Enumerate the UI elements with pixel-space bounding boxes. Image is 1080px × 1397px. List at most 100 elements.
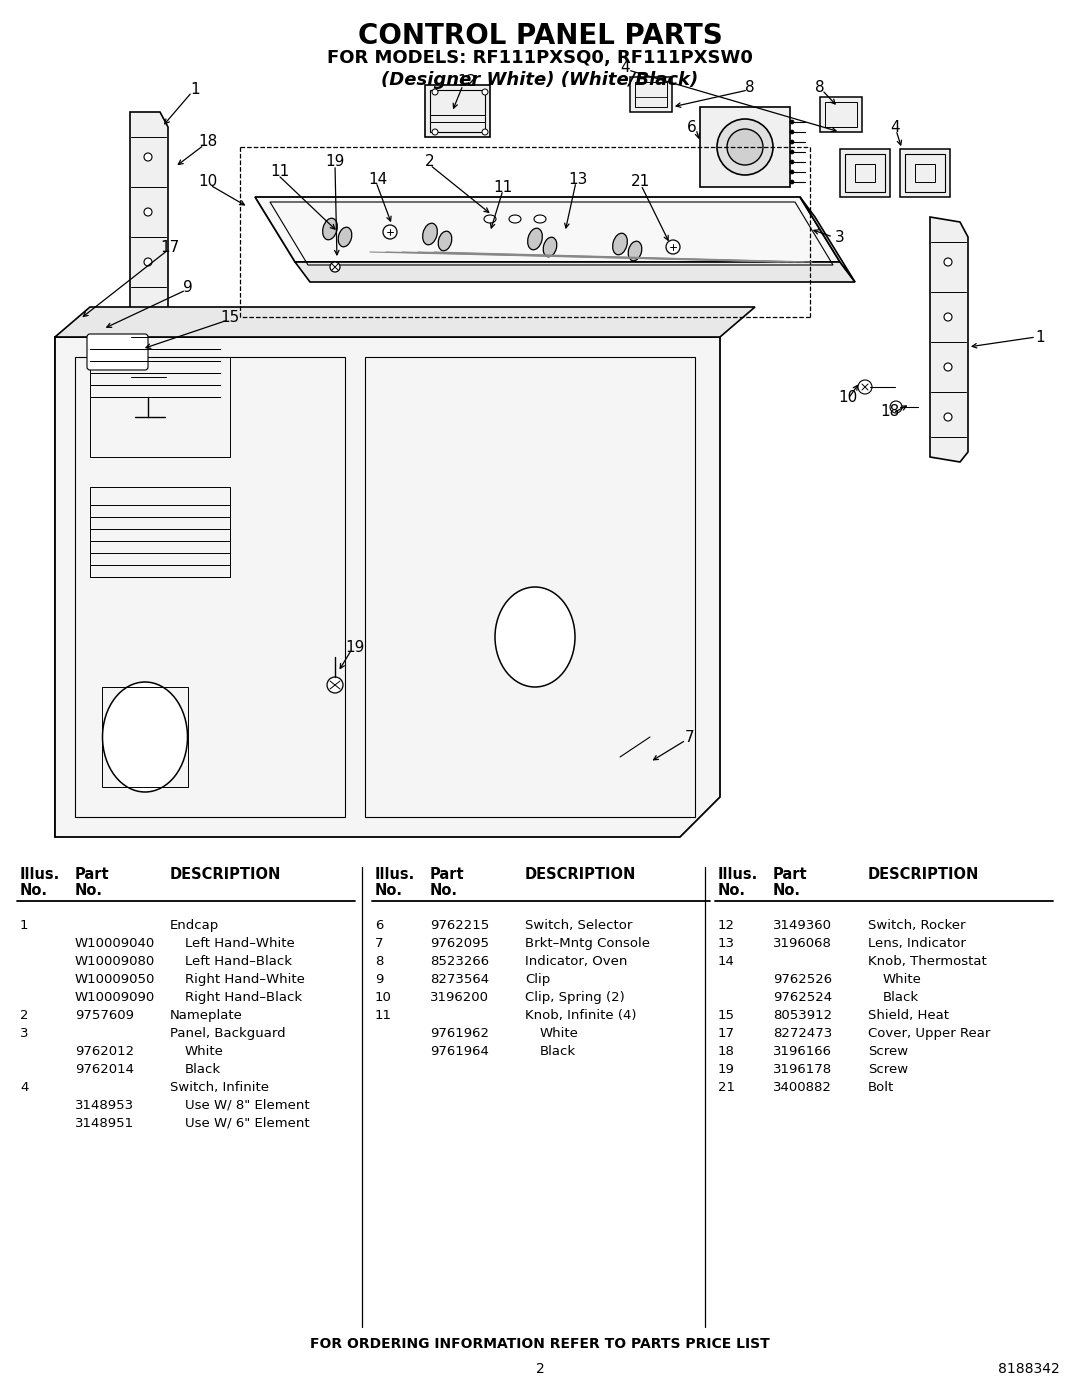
Text: 4: 4: [21, 1081, 28, 1094]
Text: 9757609: 9757609: [75, 1009, 134, 1023]
Text: 21: 21: [632, 175, 650, 190]
Circle shape: [858, 380, 872, 394]
Circle shape: [890, 401, 902, 414]
Text: No.: No.: [21, 883, 48, 898]
Text: W10009040: W10009040: [75, 937, 156, 950]
Text: DESCRIPTION: DESCRIPTION: [170, 868, 282, 882]
Ellipse shape: [629, 242, 642, 261]
Text: No.: No.: [75, 883, 103, 898]
Text: Illus.: Illus.: [718, 868, 758, 882]
Circle shape: [482, 129, 488, 136]
Bar: [426, 85, 490, 137]
Text: Switch, Selector: Switch, Selector: [525, 919, 633, 932]
Text: 8523266: 8523266: [430, 956, 489, 968]
Text: 17: 17: [160, 239, 179, 254]
Polygon shape: [55, 337, 720, 837]
Circle shape: [144, 307, 152, 316]
Ellipse shape: [528, 228, 542, 250]
Text: 10: 10: [375, 990, 392, 1004]
Text: Part: Part: [773, 868, 808, 882]
Text: 9: 9: [184, 279, 193, 295]
Text: 12: 12: [718, 919, 735, 932]
Text: 19: 19: [325, 155, 345, 169]
Text: 8: 8: [375, 956, 383, 968]
Text: Lens, Indicator: Lens, Indicator: [868, 937, 966, 950]
Text: 18: 18: [880, 405, 900, 419]
Bar: [905, 154, 945, 191]
Text: 8: 8: [815, 80, 825, 95]
Text: 8: 8: [745, 80, 755, 95]
Text: 8188342: 8188342: [998, 1362, 1059, 1376]
Text: 7: 7: [375, 937, 383, 950]
Text: 2: 2: [21, 1009, 28, 1023]
Ellipse shape: [484, 215, 496, 224]
Ellipse shape: [422, 224, 437, 244]
Text: 3149360: 3149360: [773, 919, 832, 932]
Text: 6: 6: [375, 919, 383, 932]
Text: 9762524: 9762524: [773, 990, 832, 1004]
Text: Right Hand–White: Right Hand–White: [185, 972, 305, 986]
Ellipse shape: [509, 215, 521, 224]
Bar: [430, 89, 485, 131]
Text: Endcap: Endcap: [170, 919, 219, 932]
Text: 3148953: 3148953: [75, 1099, 134, 1112]
Ellipse shape: [534, 215, 546, 224]
Circle shape: [327, 678, 343, 693]
Bar: [840, 149, 890, 197]
Text: Clip, Spring (2): Clip, Spring (2): [525, 990, 624, 1004]
Text: Nameplate: Nameplate: [170, 1009, 243, 1023]
Text: 1: 1: [21, 919, 28, 932]
Text: 2: 2: [426, 155, 435, 169]
Circle shape: [789, 140, 794, 144]
Ellipse shape: [438, 231, 451, 251]
Text: FOR ORDERING INFORMATION REFER TO PARTS PRICE LIST: FOR ORDERING INFORMATION REFER TO PARTS …: [310, 1337, 770, 1351]
Text: (Designer White) (White/Black): (Designer White) (White/Black): [381, 71, 699, 89]
Text: Left Hand–White: Left Hand–White: [185, 937, 295, 950]
Bar: [90, 358, 230, 457]
Circle shape: [727, 129, 762, 165]
Text: CONTROL PANEL PARTS: CONTROL PANEL PARTS: [357, 22, 723, 50]
Bar: [820, 96, 862, 131]
Text: 8053912: 8053912: [773, 1009, 832, 1023]
Text: 9762012: 9762012: [75, 1045, 134, 1058]
Circle shape: [482, 89, 488, 95]
Polygon shape: [295, 263, 855, 282]
Text: 3148951: 3148951: [75, 1118, 134, 1130]
Circle shape: [944, 414, 951, 420]
Text: 8272473: 8272473: [773, 1027, 833, 1039]
Text: 8273564: 8273564: [430, 972, 489, 986]
Circle shape: [789, 120, 794, 124]
Ellipse shape: [543, 237, 557, 257]
Ellipse shape: [612, 233, 627, 254]
Polygon shape: [55, 307, 755, 337]
Bar: [845, 154, 885, 191]
Text: Part: Part: [430, 868, 464, 882]
Text: Left Hand–Black: Left Hand–Black: [185, 956, 292, 968]
Circle shape: [944, 258, 951, 265]
Text: 4: 4: [620, 60, 630, 74]
Bar: [365, 358, 696, 817]
Text: W10009090: W10009090: [75, 990, 156, 1004]
Text: 9762014: 9762014: [75, 1063, 134, 1076]
Text: Clip: Clip: [525, 972, 550, 986]
Text: Illus.: Illus.: [21, 868, 60, 882]
Text: 9762095: 9762095: [430, 937, 489, 950]
Text: 18: 18: [718, 1045, 734, 1058]
Text: Screw: Screw: [868, 1045, 908, 1058]
Text: 9761964: 9761964: [430, 1045, 489, 1058]
Bar: [630, 77, 672, 112]
Ellipse shape: [103, 682, 188, 792]
Text: Indicator, Oven: Indicator, Oven: [525, 956, 627, 968]
Bar: [75, 358, 345, 817]
Ellipse shape: [338, 228, 352, 247]
Text: 17: 17: [718, 1027, 735, 1039]
Circle shape: [144, 154, 152, 161]
Circle shape: [432, 89, 438, 95]
Text: Knob, Thermostat: Knob, Thermostat: [868, 956, 987, 968]
Text: 18: 18: [199, 134, 218, 149]
Text: W10009050: W10009050: [75, 972, 156, 986]
Circle shape: [717, 119, 773, 175]
Text: Bolt: Bolt: [868, 1081, 894, 1094]
Circle shape: [789, 170, 794, 175]
Text: 1: 1: [1036, 330, 1044, 345]
